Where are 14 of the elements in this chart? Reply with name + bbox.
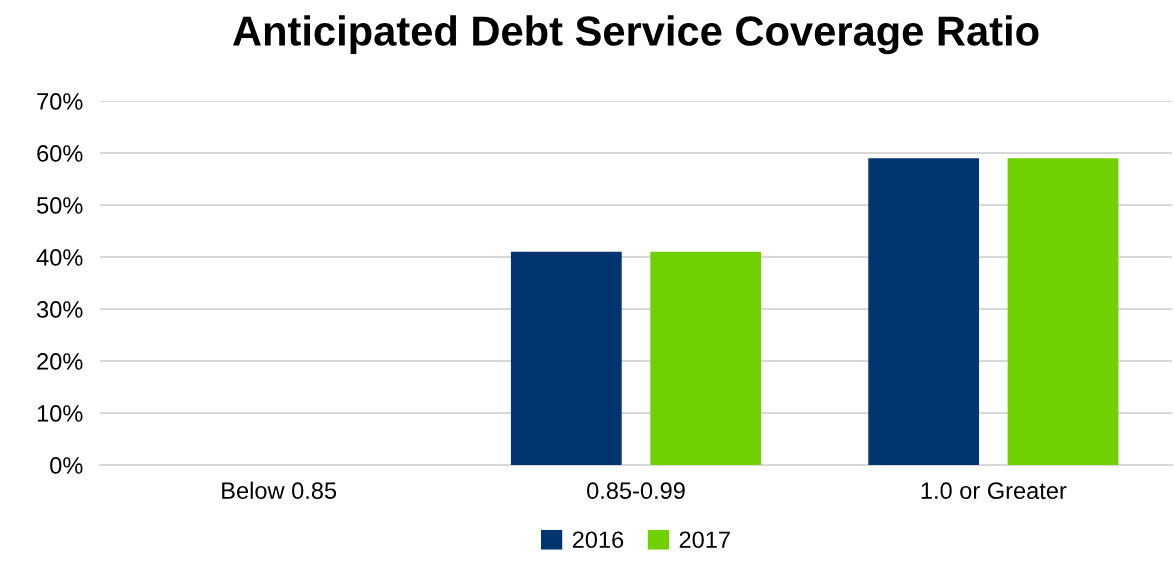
y-tick-label: 50% <box>37 197 83 214</box>
y-tick-label: 30% <box>36 301 83 318</box>
y-tick-label: 20% <box>37 353 83 370</box>
x-tick-label: 0.85-0.99 <box>587 482 685 500</box>
x-tick-label: Below 0.85 <box>222 481 337 500</box>
y-tick-label: 60% <box>37 145 83 162</box>
y-tick-label: 70% <box>37 93 83 110</box>
y-tick-label: 40% <box>36 249 83 266</box>
legend-label: 2017 <box>679 531 730 549</box>
y-tick-label: 10% <box>37 405 83 422</box>
chart-title: Anticipated Debt Service Coverage Ratio <box>233 15 1039 55</box>
y-tick-label: 0% <box>50 457 83 474</box>
x-tick-label: 1.0 or Greater <box>921 482 1067 500</box>
legend-label: 2016 <box>572 531 624 549</box>
